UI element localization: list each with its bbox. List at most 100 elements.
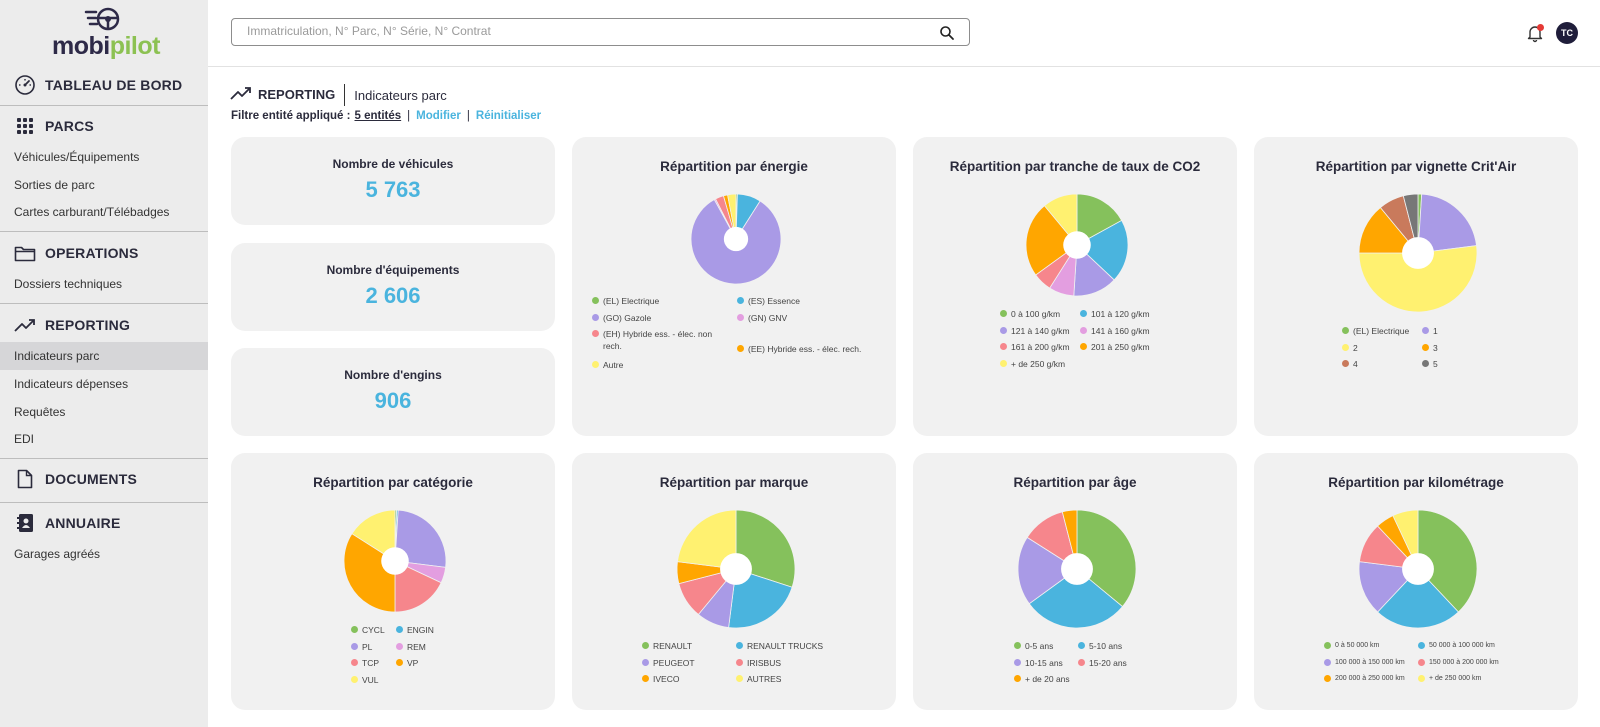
pie-slice-autres[interactable] — [677, 509, 737, 570]
legend-color-dot — [1324, 642, 1331, 649]
legend-item[interactable]: PL — [351, 641, 426, 653]
legend-item[interactable]: VP — [396, 657, 471, 669]
pie-slice-0-5-ans[interactable] — [1076, 509, 1137, 608]
pie-slice-0-100-g-km[interactable] — [1076, 193, 1123, 246]
filter-reset-link[interactable]: Réinitialiser — [475, 110, 542, 122]
pie-slice-201-250-g-km[interactable] — [1025, 205, 1078, 276]
legend-item[interactable]: + de 250 000 km — [1418, 673, 1542, 685]
legend-color-dot — [1342, 327, 1349, 334]
legend-item[interactable]: (EL) Electrique — [1342, 325, 1452, 337]
legend-item[interactable]: 141 à 160 g/km — [1080, 325, 1190, 337]
nav-section-reporting[interactable]: REPORTING — [0, 313, 208, 337]
sidebar-item-edi[interactable]: EDI — [14, 432, 35, 446]
chart-title: Répartition par tranche de taux de CO2 — [949, 159, 1201, 174]
nav-section-annuaire[interactable]: ANNUAIRE — [0, 511, 208, 535]
legend-color-dot — [1324, 658, 1331, 666]
pie-slice-de-250-000-km[interactable] — [1392, 509, 1419, 570]
legend-item[interactable]: CYCL — [351, 624, 426, 636]
pie-slice-1[interactable] — [1417, 193, 1477, 254]
legend-item[interactable]: TCP — [351, 657, 426, 669]
legend-item[interactable]: + de 250 g/km — [1000, 358, 1110, 370]
legend-item[interactable]: VUL — [351, 674, 426, 686]
legend-item[interactable]: 2 — [1342, 342, 1452, 354]
nav-section-label: TABLEAU DE BORD — [45, 77, 183, 93]
pie-slice-3[interactable] — [1358, 206, 1419, 254]
search-input[interactable] — [247, 24, 927, 38]
sidebar-item-requetes[interactable]: Requêtes — [14, 405, 66, 419]
pie-slice-0-50-000-km[interactable] — [1417, 509, 1478, 613]
legend-item[interactable]: 150 000 à 200 000 km — [1418, 657, 1542, 669]
sidebar-item-dossiers-techniques[interactable]: Dossiers techniques — [14, 277, 123, 291]
pie-slice-50-000-100-000-km[interactable] — [1377, 568, 1459, 629]
pie-chart-critair — [1358, 193, 1478, 313]
legend-item[interactable]: 100 000 à 150 000 km — [1324, 657, 1448, 669]
legend-item[interactable]: 201 à 250 g/km — [1080, 341, 1190, 353]
legend-item[interactable]: 4 — [1342, 358, 1452, 370]
legend-item[interactable]: 5 — [1422, 358, 1532, 370]
user-avatar[interactable]: TC — [1556, 22, 1578, 44]
sidebar-item-garages-agrees[interactable]: Garages agréés — [14, 547, 101, 561]
legend-item[interactable]: 5-10 ans — [1078, 640, 1172, 652]
legend-item[interactable]: REM — [396, 641, 471, 653]
pie-slice-2[interactable] — [1358, 245, 1478, 313]
pie-slice-10-15-ans[interactable] — [1017, 536, 1078, 605]
sidebar-item-indicateurs-parc[interactable]: Indicateurs parc — [0, 342, 208, 370]
legend-item[interactable]: 50 000 à 100 000 km — [1418, 640, 1542, 652]
pie-slice-vul[interactable] — [351, 509, 396, 562]
filter-modify-link[interactable]: Modifier — [416, 110, 461, 122]
legend-item[interactable]: 3 — [1422, 342, 1532, 354]
legend-label: 10-15 ans — [1025, 657, 1063, 668]
legend-item[interactable]: IRISBUS — [736, 657, 860, 669]
pie-chart-co2 — [1025, 193, 1129, 297]
legend-item[interactable]: (GO) Gazole — [592, 312, 737, 324]
nav-section-documents[interactable]: DOCUMENTS — [0, 467, 208, 491]
legend-item[interactable]: 121 à 140 g/km — [1000, 325, 1110, 337]
nav-section-operations[interactable]: OPERATIONS — [0, 241, 208, 265]
legend-item[interactable]: PEUGEOT — [642, 657, 766, 669]
legend-item[interactable]: RENAULT — [642, 640, 766, 652]
legend-item[interactable]: 0-5 ans — [1014, 640, 1108, 652]
legend-item[interactable]: 0 à 100 g/km — [1000, 308, 1110, 320]
legend-item[interactable]: (EL) Electrique — [592, 295, 737, 307]
legend-item[interactable]: 200 000 à 250 000 km — [1324, 673, 1448, 685]
sidebar-item-cartes-carburant[interactable]: Cartes carburant/Télébadges — [14, 205, 170, 219]
sidebar: mobipilot TABLEAU DE BORD PARCS Véhicule… — [0, 0, 208, 727]
pie-slice-5-10-ans[interactable] — [1028, 568, 1124, 629]
legend-label: (EE) Hybride ess. - élec. rech. — [748, 343, 862, 354]
legend-item[interactable]: RENAULT TRUCKS — [736, 640, 860, 652]
legend-item[interactable]: 101 à 120 g/km — [1080, 308, 1190, 320]
legend-item[interactable]: 15-20 ans — [1078, 657, 1172, 669]
legend-item[interactable]: 1 — [1422, 325, 1532, 337]
sidebar-item-indicateurs-depenses[interactable]: Indicateurs dépenses — [14, 377, 129, 391]
nav-section-tableau-de-bord[interactable]: TABLEAU DE BORD — [0, 73, 208, 97]
donut-hole — [723, 226, 749, 252]
sidebar-item-vehicules-equipements[interactable]: Véhicules/Équipements — [14, 150, 140, 164]
legend-item[interactable]: (EE) Hybride ess. - élec. rech. — [737, 343, 882, 355]
legend-item[interactable]: 10-15 ans — [1014, 657, 1108, 669]
pie-slice-de-250-g-km[interactable] — [1043, 193, 1078, 247]
nav-section-parcs[interactable]: PARCS — [0, 114, 208, 138]
pie-slice-101-120-g-km[interactable] — [1076, 219, 1129, 281]
legend-item[interactable]: (ES) Essence — [737, 295, 882, 307]
legend-item[interactable]: + de 20 ans — [1014, 673, 1108, 685]
sidebar-item-sorties-de-parc[interactable]: Sorties de parc — [14, 178, 95, 192]
legend-item[interactable]: (EH) Hybride ess. - élec. non rech. — [592, 328, 717, 352]
legend-item[interactable]: ENGIN — [396, 624, 471, 636]
mobipilot-logo[interactable]: mobipilot — [52, 6, 162, 62]
logo-part1: mobi — [52, 32, 110, 60]
legend-item[interactable]: Autre — [592, 359, 737, 371]
legend-item[interactable]: IVECO — [642, 673, 766, 685]
legend-item[interactable]: 0 à 50 000 km — [1324, 640, 1448, 652]
search-icon[interactable] — [939, 25, 955, 41]
filter-entities-link[interactable]: 5 entités — [354, 110, 402, 122]
filter-separator: | — [407, 110, 411, 122]
pie-slice-pl[interactable] — [394, 509, 447, 568]
legend-color-dot — [736, 642, 743, 649]
pie-slice-tcp[interactable] — [394, 560, 442, 613]
chart-card-energie: Répartition par énergie (EL) Electrique (… — [572, 137, 896, 436]
legend-item[interactable]: 161 à 200 g/km — [1000, 341, 1110, 353]
pie-slice-renault-trucks[interactable] — [728, 568, 793, 629]
legend-item[interactable]: AUTRES — [736, 673, 860, 685]
notifications-bell-icon[interactable] — [1525, 23, 1545, 43]
legend-item[interactable]: (GN) GNV — [737, 312, 882, 324]
